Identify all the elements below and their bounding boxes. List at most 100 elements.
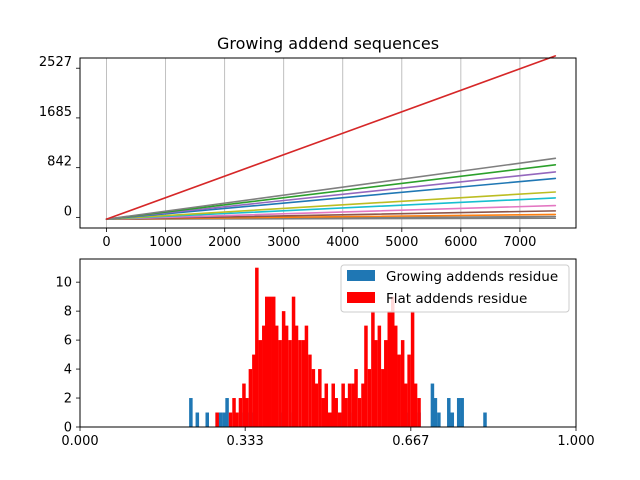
- flat-residue-bar: [357, 398, 362, 427]
- x-tick-label: 3000: [267, 235, 300, 250]
- histogram-subplot: 0.000 0.333 0.667 1.000 0 2 4 6 8 10 Growing add…: [55, 258, 595, 449]
- growing-residue-bar: [222, 412, 226, 427]
- flat-residue-bar: [364, 325, 368, 427]
- flat-residue-bar: [324, 383, 329, 427]
- flat-residue-bar: [278, 340, 282, 427]
- y-tick-label: 4: [64, 363, 72, 378]
- flat-residue-bar: [298, 340, 302, 427]
- flat-residue-bar: [245, 398, 249, 427]
- line-y-ticks: 0 842 1685 2527: [39, 55, 80, 219]
- growing-residue-bar: [430, 383, 435, 427]
- legend-swatch-growing: [347, 270, 375, 281]
- flat-residue-bar: [407, 354, 411, 427]
- growing-residue-bar: [189, 398, 193, 427]
- x-tick-label: 0.000: [61, 434, 98, 449]
- series-line: [105, 204, 557, 220]
- legend-swatch-flat: [347, 292, 375, 303]
- flat-residue-bar: [291, 296, 296, 427]
- flat-residue-bars: [215, 267, 421, 427]
- flat-residue-bar: [397, 354, 401, 427]
- legend-label-flat: Flat addends residue: [386, 291, 527, 307]
- flat-residue-bar: [328, 412, 332, 427]
- y-tick-label: 8: [64, 305, 72, 320]
- flat-residue-bar: [337, 412, 342, 427]
- histogram-legend: Growing addends residue Flat addends res…: [340, 264, 570, 313]
- x-tick-label: 1.000: [557, 434, 594, 449]
- flat-residue-bar: [274, 325, 279, 427]
- flat-residue-bar: [347, 383, 352, 427]
- flat-residue-bar: [271, 296, 276, 427]
- flat-residue-bar: [308, 354, 312, 427]
- flat-residue-bar: [318, 369, 322, 427]
- flat-residue-bar: [268, 296, 272, 427]
- series-line: [105, 191, 557, 220]
- y-tick-label: 842: [47, 155, 72, 170]
- flat-residue-bar: [393, 325, 398, 427]
- growing-residue-bar: [205, 412, 209, 427]
- flat-residue-bar: [248, 369, 253, 427]
- x-tick-label: 6000: [444, 235, 477, 250]
- growing-residue-bar: [225, 398, 229, 427]
- flat-residue-bar: [281, 311, 286, 427]
- flat-residue-bar: [334, 398, 338, 427]
- flat-residue-bar: [304, 325, 309, 427]
- flat-residue-bar: [228, 412, 233, 427]
- x-tick-label: 0.667: [392, 434, 429, 449]
- flat-residue-bar: [258, 340, 263, 427]
- flat-residue-bar: [344, 398, 348, 427]
- series-line: [105, 197, 557, 220]
- flat-residue-bar: [413, 383, 418, 427]
- histogram-y-ticks: 0 2 4 6 8 10: [55, 276, 80, 436]
- growing-residue-bar: [456, 398, 461, 427]
- series-line: [105, 164, 557, 220]
- y-tick-label: 10: [55, 276, 72, 291]
- flat-residue-bar: [215, 412, 219, 427]
- flat-residue-bar: [238, 398, 243, 427]
- flat-residue-bar: [284, 325, 289, 427]
- flat-residue-bar: [262, 325, 266, 427]
- x-tick-label: 2000: [208, 235, 241, 250]
- growing-residue-bar: [483, 412, 487, 427]
- growing-residue-bar: [447, 398, 451, 427]
- x-tick-label: 5000: [385, 235, 418, 250]
- x-tick-label: 4000: [326, 235, 359, 250]
- y-tick-label: 2527: [39, 55, 72, 70]
- flat-residue-bar: [417, 398, 421, 427]
- x-tick-label: 0.333: [227, 434, 264, 449]
- y-tick-label: 2: [64, 392, 72, 407]
- flat-residue-bar: [252, 354, 256, 427]
- flat-residue-bar: [361, 383, 365, 427]
- growing-residue-bar: [433, 398, 438, 427]
- flat-residue-bar: [255, 267, 259, 427]
- line-series-group: [105, 55, 557, 220]
- flat-residue-bar: [294, 325, 299, 427]
- y-tick-label: 0: [64, 421, 72, 436]
- flat-residue-bar: [341, 383, 345, 427]
- flat-residue-bar: [301, 340, 306, 427]
- flat-residue-bar: [311, 369, 316, 427]
- y-tick-label: 1685: [39, 105, 72, 120]
- flat-residue-bar: [387, 311, 392, 427]
- flat-residue-bar: [331, 383, 335, 427]
- series-line: [105, 177, 557, 220]
- histogram-x-ticks: 0.000 0.333 0.667 1.000: [61, 427, 595, 449]
- x-tick-label: 7000: [503, 235, 536, 250]
- series-line: [105, 210, 557, 220]
- y-tick-label: 0: [64, 204, 72, 219]
- flat-residue-bar: [410, 311, 415, 427]
- y-tick-label: 6: [64, 334, 72, 349]
- flat-residue-bar: [265, 296, 269, 427]
- growing-residue-bar: [450, 412, 455, 427]
- flat-residue-bar: [321, 398, 326, 427]
- series-line: [105, 157, 557, 220]
- flat-residue-bar: [384, 340, 388, 427]
- x-tick-label: 1000: [149, 235, 182, 250]
- flat-residue-bar: [351, 383, 355, 427]
- series-line: [105, 55, 557, 220]
- line-axes-frame: [79, 57, 577, 229]
- flat-residue-bar: [288, 340, 292, 427]
- flat-residue-bar: [374, 340, 378, 427]
- growing-residue-bar: [460, 398, 464, 427]
- line-x-ticks: 0 1000 2000 3000 4000 5000 6000 7000: [102, 228, 536, 250]
